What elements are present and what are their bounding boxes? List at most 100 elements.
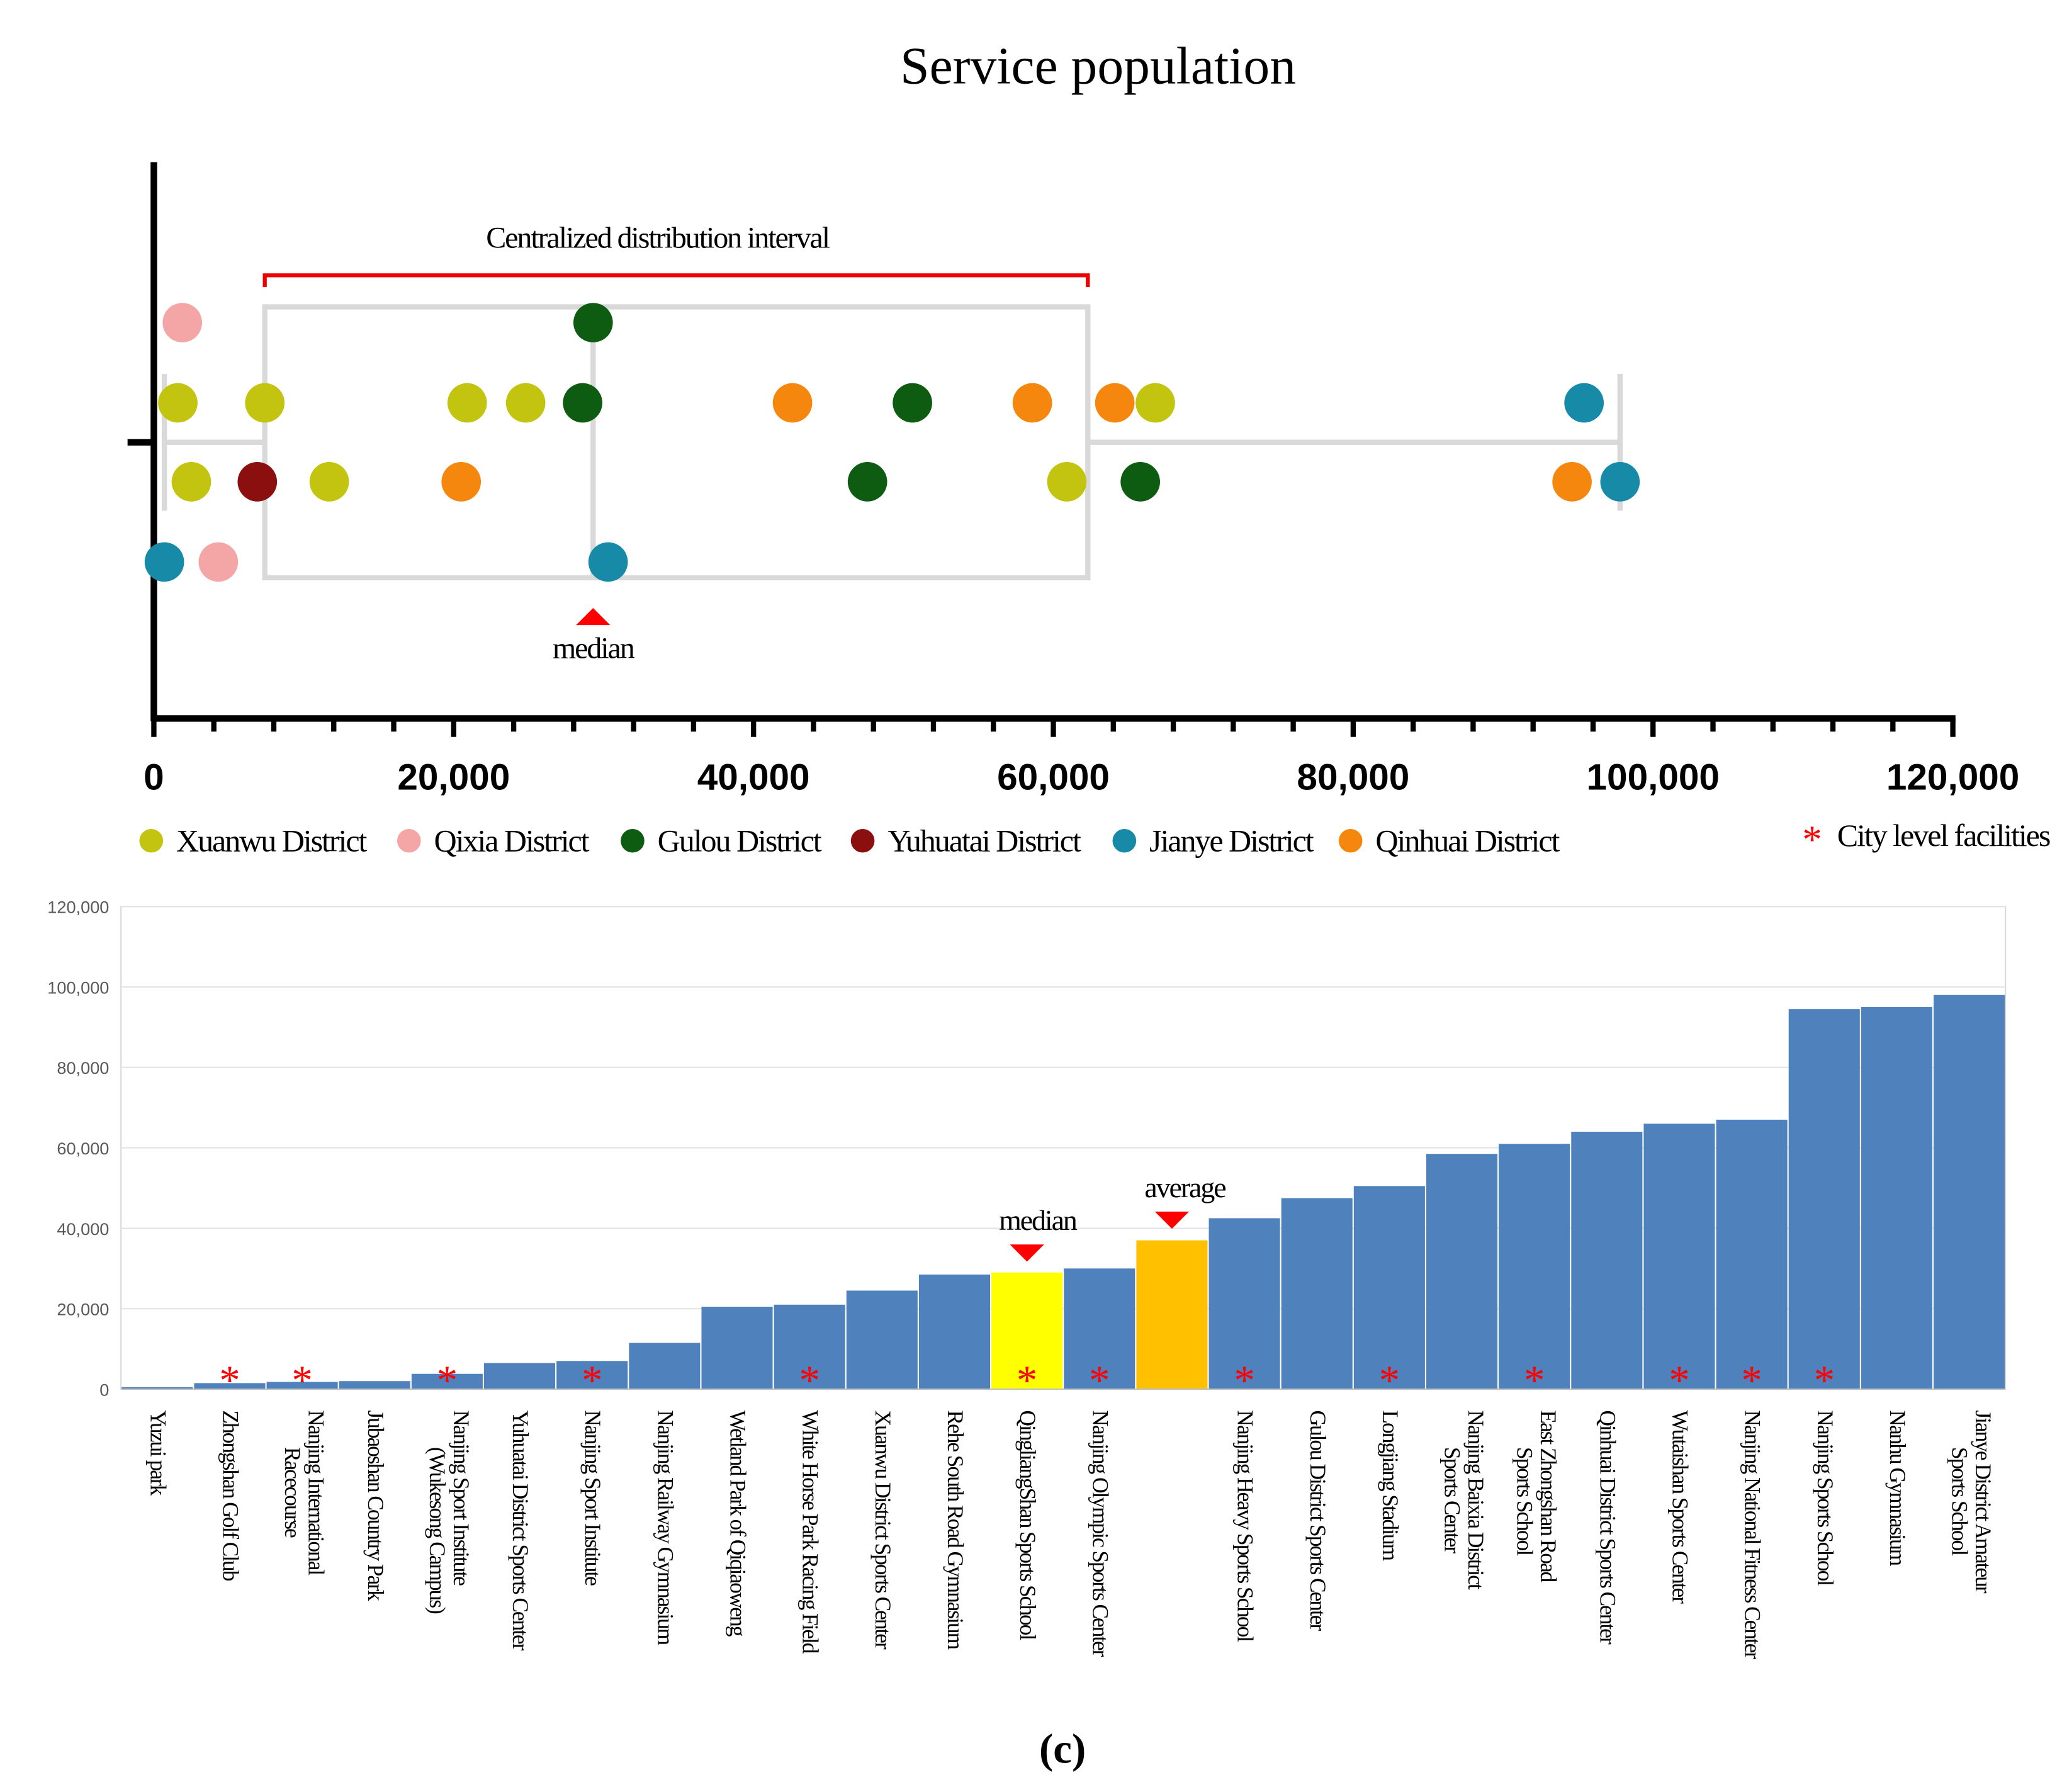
data-point [171, 462, 211, 502]
bottom-median-label: median [999, 1204, 1078, 1236]
bar-label-line: Sports School [1513, 1447, 1538, 1556]
bar [1208, 1218, 1280, 1389]
legend-marker [621, 828, 645, 853]
legend: Xuanwu District Qixia District Gulou Distr… [139, 818, 2051, 862]
bar [1861, 1006, 1932, 1389]
bar-label-line: Jubaoshan Country Park [363, 1410, 388, 1601]
bar-label-line: Sports Center [1439, 1447, 1465, 1553]
city-level-asterisk-icon: * [219, 1357, 240, 1404]
interval-annotation: Centralized distribution interval [486, 221, 830, 254]
city-level-asterisk-icon: * [1089, 1357, 1110, 1404]
bar-label-line: Wutaishan Sports Center [1668, 1410, 1693, 1604]
bar-label: Nanhu Gymnasium [1885, 1410, 1910, 1566]
bar [1643, 1124, 1715, 1389]
bar [411, 1373, 483, 1389]
chart-title: Service population [900, 37, 1296, 95]
data-point [847, 462, 887, 502]
city-level-asterisk-icon: * [1669, 1357, 1689, 1404]
legend-label: Xuanwu District [176, 823, 368, 858]
bar-label-line: (Wukesong Campus) [425, 1447, 450, 1614]
bar-label-line: Nanhu Gymnasium [1885, 1410, 1910, 1566]
bar-label: Nanjing Sport Institute [580, 1410, 606, 1586]
bar-label-line: Gulou District Sports Center [1305, 1410, 1331, 1631]
city-level-asterisk-icon: * [291, 1357, 312, 1404]
legend-label: Gulou District [658, 823, 822, 858]
y-tick-label: 80,000 [57, 1058, 109, 1078]
bar-label-line: White Horse Park Racing Field [798, 1410, 823, 1654]
data-point [162, 303, 203, 342]
bar [1426, 1154, 1498, 1389]
data-point [1012, 383, 1052, 423]
bar [1064, 1268, 1135, 1389]
figure-caption: (c) [1039, 1725, 1086, 1772]
top-median-label: median [553, 631, 635, 665]
bar [556, 1361, 628, 1389]
median-marker-icon [576, 607, 611, 626]
bar-label: Longjiang Stadium [1378, 1410, 1403, 1561]
data-point [245, 383, 285, 423]
data-point [158, 383, 198, 423]
bar-label-line: Jianye District Amateur [1971, 1410, 1996, 1593]
bar-label: Zhongshan Golf Club [218, 1410, 243, 1581]
bar-label-line: Nanjing Heavy Sports School [1233, 1410, 1258, 1642]
data-point [441, 462, 482, 502]
bar-chart: 0 20,000 40,000 60,000 80,000 100,000 120,000 Y… [47, 898, 2007, 1659]
bar-label-line: Yuhuatai District Sports Center [508, 1410, 533, 1650]
bar-label-line: Yuzui park [145, 1410, 171, 1496]
bar [339, 1381, 410, 1389]
data-point [772, 383, 813, 423]
bar-label: Wutaishan Sports Center [1668, 1410, 1693, 1604]
bar-label: Nanjing InternationalRacecourse [280, 1410, 329, 1575]
data-point [1095, 383, 1135, 423]
city-level-asterisk-icon: * [1741, 1357, 1762, 1404]
bar-label: Rehe South Road Gymnasium [943, 1410, 968, 1650]
bar [701, 1306, 773, 1389]
iqr-box [262, 304, 1091, 581]
y-tick-label: 20,000 [57, 1300, 109, 1319]
data-point [573, 303, 613, 342]
bar-label: Qinhuai District Sports Center [1595, 1410, 1620, 1644]
y-tick-label: 120,000 [47, 898, 109, 917]
y-tick-label: 100,000 [47, 978, 109, 997]
bar [121, 1387, 193, 1389]
bar-label-line: Wetland Park of Qiqiaoweng [726, 1410, 751, 1637]
y-tick-label: 0 [99, 1380, 109, 1399]
bar-label: Nanjing Heavy Sports School [1233, 1410, 1258, 1642]
legend-label: City level facilities [1837, 818, 2050, 853]
data-point [1552, 462, 1592, 502]
bar [774, 1304, 845, 1389]
bar-label: Nanjing Olympic Sports Center [1088, 1410, 1113, 1657]
bar-label-line: Nanjing National Fitness Center [1740, 1410, 1766, 1659]
bar-label: Xuanwu District Sports Center [870, 1410, 896, 1649]
bar-label: Yuzui park [145, 1410, 171, 1496]
data-point [563, 383, 602, 423]
bar-label-line: Nanjing Sport Institute [449, 1410, 474, 1586]
bar-label: Jubaoshan Country Park [363, 1410, 388, 1601]
data-point [893, 383, 932, 423]
bar [1571, 1132, 1643, 1389]
data-point [309, 462, 349, 502]
data-point [505, 383, 546, 423]
legend-marker [139, 828, 164, 853]
bar-label: White Horse Park Racing Field [798, 1410, 823, 1654]
bar-label-line: Nanjing Olympic Sports Center [1088, 1410, 1113, 1657]
bar-label-line: Nanjing Sports School [1813, 1410, 1838, 1586]
legend-label: Qinhuai District [1375, 823, 1560, 858]
legend-label: Qixia District [434, 823, 589, 858]
bar-label-line: Zhongshan Golf Club [218, 1410, 243, 1581]
bar [1499, 1144, 1570, 1389]
bar-label-line: QingliangShan Sports School [1015, 1410, 1040, 1640]
city-level-asterisk-icon: * [437, 1357, 458, 1404]
data-point [144, 542, 184, 582]
bar-label: Gulou District Sports Center [1305, 1410, 1331, 1631]
bar [629, 1343, 701, 1389]
data-point [447, 383, 487, 423]
bar-label: QingliangShan Sports School [1015, 1410, 1040, 1640]
bar [1136, 1240, 1208, 1389]
data-point [1600, 462, 1640, 502]
x-tick-label: 120,000 [1886, 757, 2019, 797]
median-marker-icon [1010, 1244, 1044, 1262]
data-point [198, 542, 239, 582]
bar-label: Wetland Park of Qiqiaoweng [726, 1410, 751, 1637]
dot-box-chart: 0 20,000 40,000 60,000 80,000 100,000 120,000 [127, 162, 2019, 797]
